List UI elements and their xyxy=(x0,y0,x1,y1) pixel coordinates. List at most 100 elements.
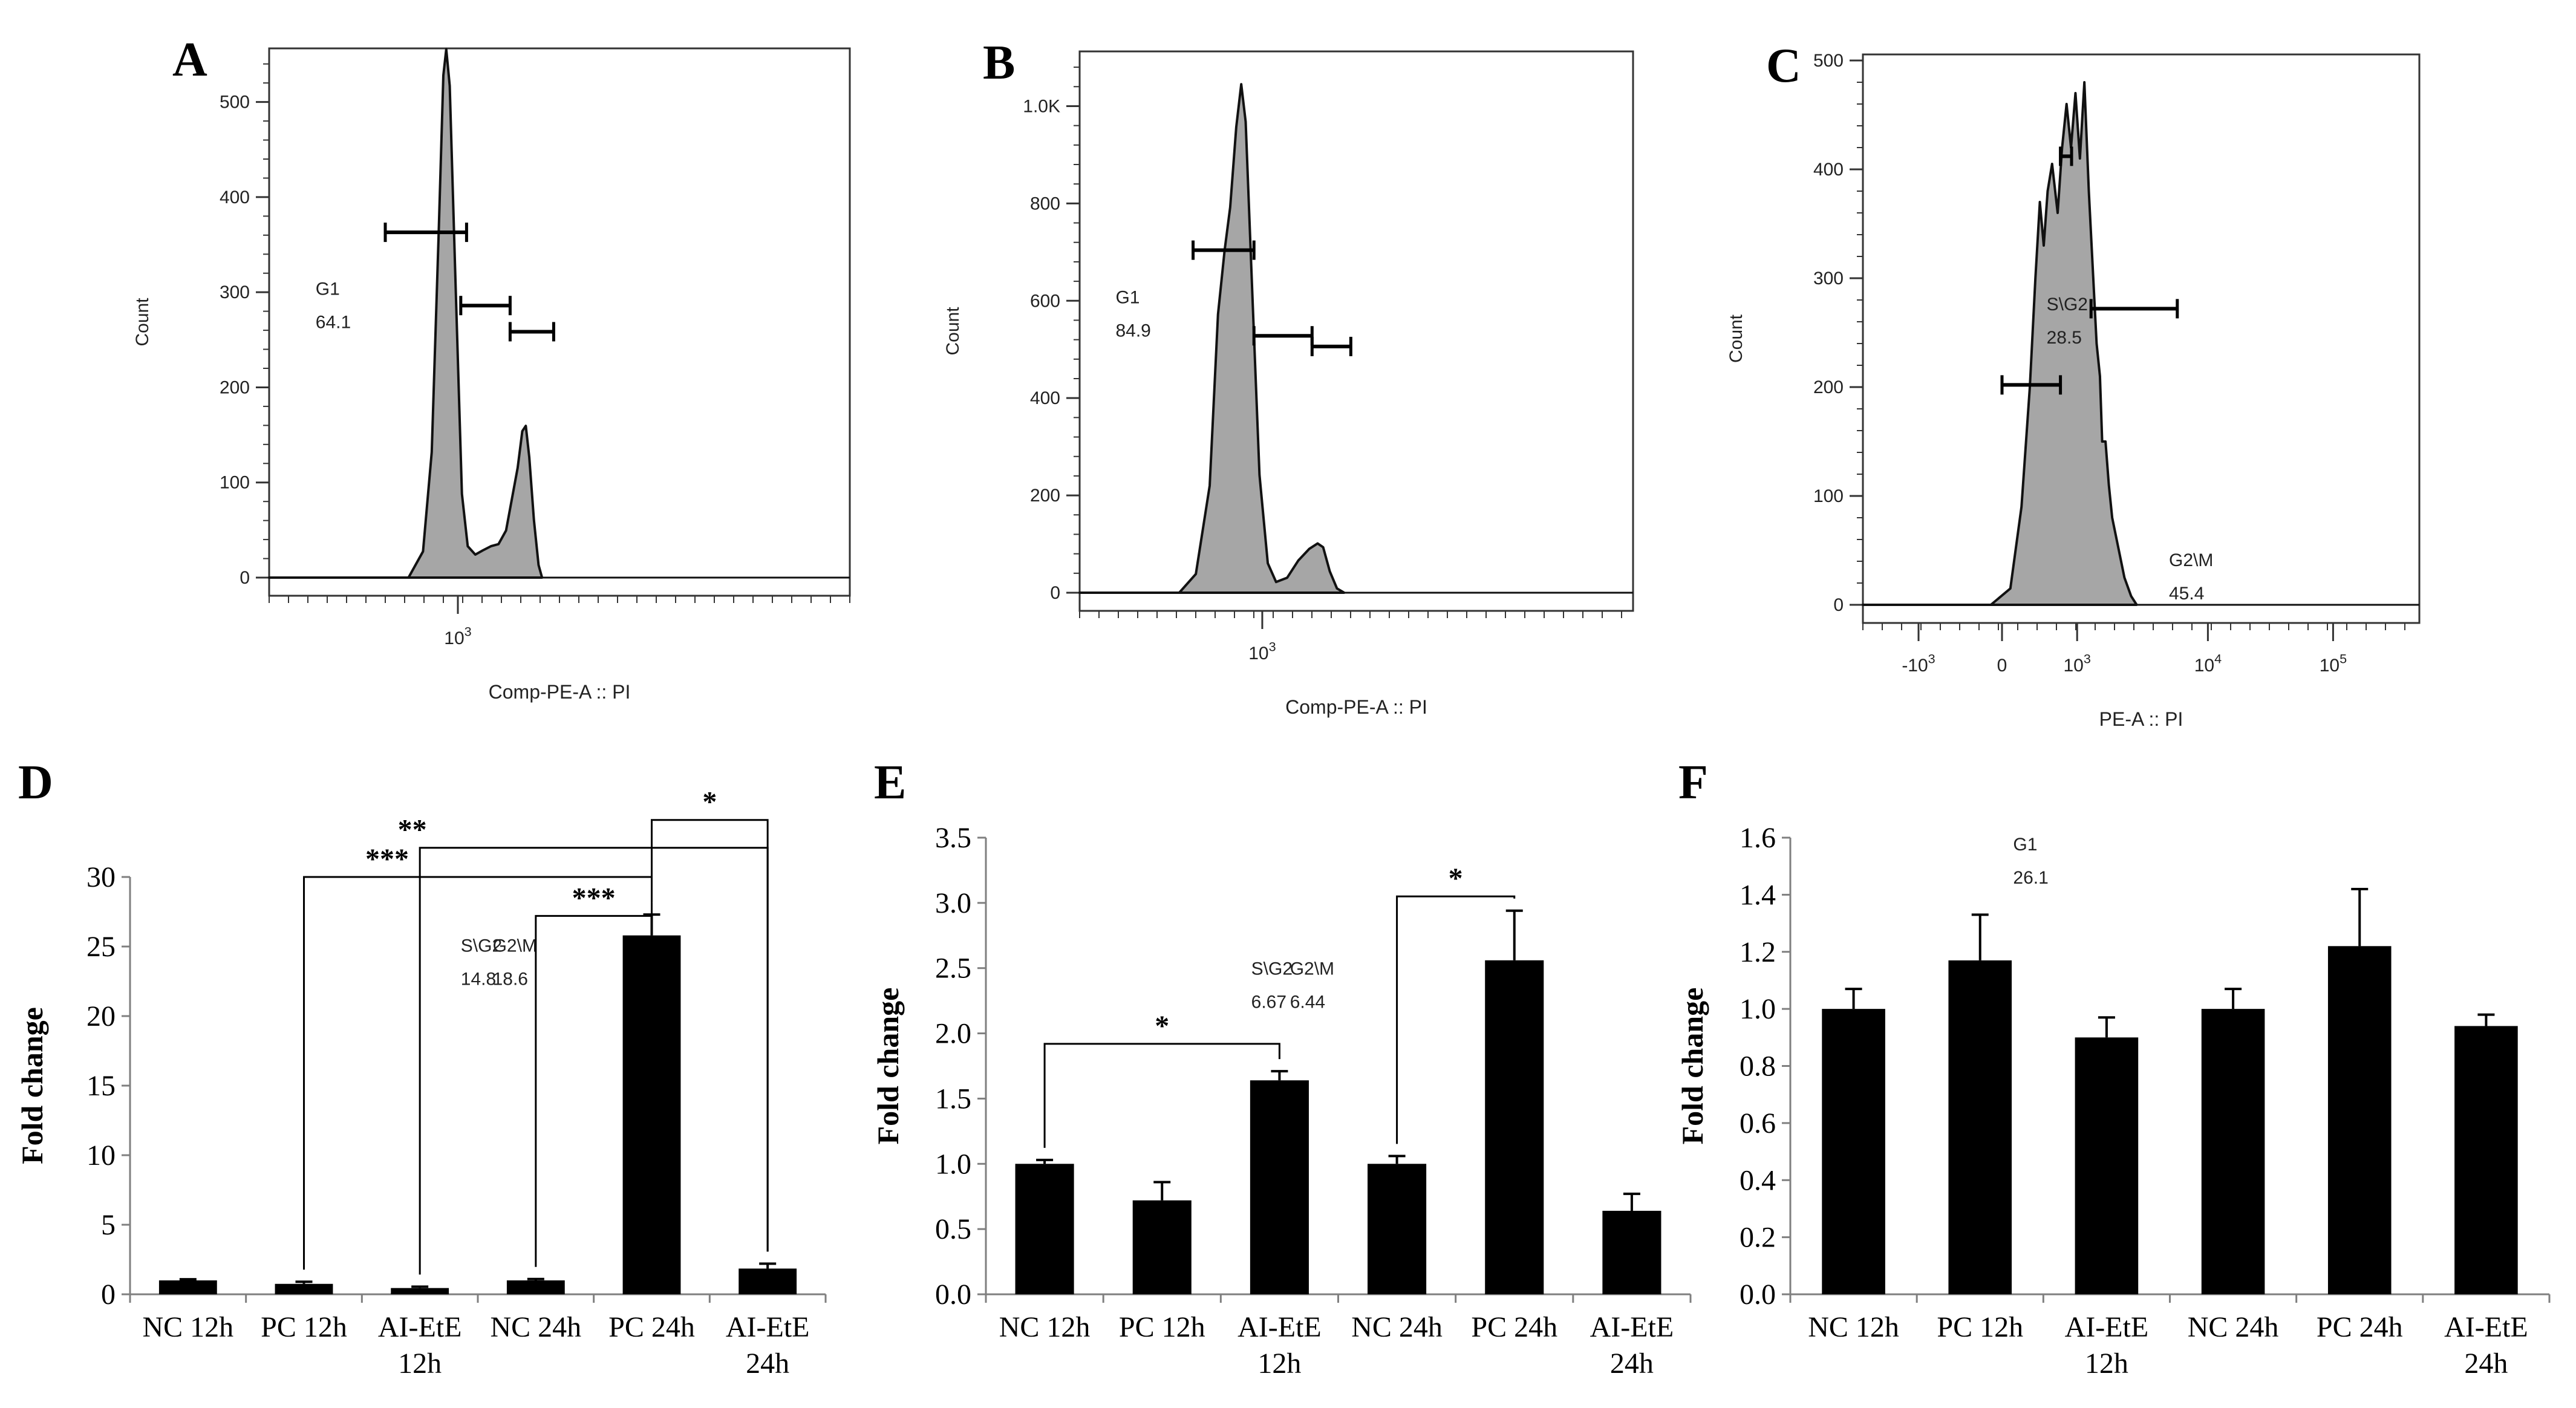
significance-label: * xyxy=(1155,1010,1169,1042)
y-tick-label: 0.0 xyxy=(1740,1279,1776,1311)
histogram-area xyxy=(1078,83,1346,594)
x-tick-label: 103 xyxy=(444,624,471,649)
gate-name: G2\M xyxy=(493,936,537,956)
y-tick-label: 25 xyxy=(86,931,116,963)
x-tick-label-base: 10 xyxy=(2064,656,2084,676)
gate-value: 45.4 xyxy=(2169,584,2204,604)
panel-letter: A xyxy=(172,33,207,86)
y-tick-label: 2.5 xyxy=(935,953,971,985)
category-label-line2: 24h xyxy=(2464,1348,2508,1380)
panel-letter: C xyxy=(1766,39,1801,93)
category-label: PC 12h xyxy=(1937,1311,2023,1343)
y-tick-label: 200 xyxy=(1813,377,1844,397)
y-tick-label: 0 xyxy=(240,568,250,588)
y-tick-label: 1.6 xyxy=(1740,822,1776,854)
y-tick-label: 0.5 xyxy=(935,1213,971,1245)
bar xyxy=(1602,1210,1661,1294)
category-label: PC 24h xyxy=(1471,1311,1557,1343)
category-label: NC 24h xyxy=(490,1311,581,1343)
y-tick-label: 0.8 xyxy=(1740,1051,1776,1083)
significance-bracket xyxy=(1396,895,1516,1144)
gate-value: 84.9 xyxy=(1115,321,1150,341)
bar xyxy=(1015,1164,1074,1294)
gate-name: G2\M xyxy=(2169,550,2213,570)
histogram-area xyxy=(268,48,544,579)
gate-name: G1 xyxy=(2013,835,2037,855)
x-tick-label: 103 xyxy=(1248,639,1276,664)
gate-value: 6.44 xyxy=(1290,992,1325,1012)
y-axis-label: Count xyxy=(1726,314,1746,363)
category-label-line2: 24h xyxy=(1610,1348,1654,1380)
bar xyxy=(2454,1026,2518,1294)
category-label: PC 24h xyxy=(2317,1311,2403,1343)
significance-bracket xyxy=(535,902,653,1267)
bar xyxy=(506,1280,565,1294)
category-label-line2: 12h xyxy=(1257,1348,1301,1380)
bar-chart-d: D 0 5 10 15 20 25 30 Fold change NC 12h PC 12h AI-E… xyxy=(15,756,827,1380)
y-tick-label: 1.0 xyxy=(1740,993,1776,1025)
y-axis-label: Fold change xyxy=(1675,988,1709,1145)
gate-value: 64.1 xyxy=(316,312,351,332)
y-tick-label: 5 xyxy=(101,1209,116,1241)
gate-value: 18.6 xyxy=(493,969,528,989)
bar xyxy=(158,1280,217,1294)
x-axis-label: PE-A :: PI xyxy=(2099,708,2183,730)
gate-name: G1 xyxy=(1115,287,1140,307)
x-tick-label-exponent: 3 xyxy=(2084,651,2091,667)
gate-name: G2\M xyxy=(1290,959,1334,979)
y-tick-label: 400 xyxy=(220,187,250,207)
y-axis-label: Count xyxy=(943,307,963,356)
x-tick-label: 105 xyxy=(2320,651,2347,676)
y-tick-label: 0 xyxy=(101,1279,116,1311)
significance-bracket xyxy=(1043,1043,1280,1148)
category-label-line2: 12h xyxy=(2085,1348,2128,1380)
category-label: AI-EtE xyxy=(1237,1311,1322,1343)
x-tick-label-exponent: 4 xyxy=(2214,651,2222,667)
plot-frame xyxy=(268,47,851,597)
category-label: PC 24h xyxy=(608,1311,695,1343)
category-label: NC 24h xyxy=(1351,1311,1443,1343)
gate-value: 26.1 xyxy=(2013,868,2048,888)
bar xyxy=(1368,1164,1427,1294)
x-tick-label: 0 xyxy=(1997,656,2007,676)
gate-name: G1 xyxy=(316,279,340,299)
x-axis-label: Comp-PE-A :: PI xyxy=(489,681,631,703)
y-tick-label: 1.0K xyxy=(1023,96,1060,116)
y-axis-label: Fold change xyxy=(15,1007,49,1164)
y-tick-label: 1.5 xyxy=(935,1083,971,1115)
significance-bracket xyxy=(651,819,769,1252)
category-label: NC 12h xyxy=(999,1311,1091,1343)
bar xyxy=(391,1288,449,1294)
y-tick-label: 0.6 xyxy=(1740,1107,1776,1139)
y-tick-label: 500 xyxy=(1813,51,1844,71)
x-tick-label: 104 xyxy=(2194,651,2222,676)
bar xyxy=(1948,960,2012,1294)
bar xyxy=(2201,1009,2265,1294)
y-tick-label: 0 xyxy=(1833,595,1844,615)
x-tick-label-base: 0 xyxy=(1997,656,2007,676)
y-tick-label: 1.0 xyxy=(935,1148,971,1180)
y-axis-label: Fold change xyxy=(871,988,905,1145)
y-tick-label: 600 xyxy=(1030,291,1060,311)
y-tick-label: 30 xyxy=(86,861,116,893)
bar xyxy=(2327,946,2392,1294)
y-tick-label: 1.4 xyxy=(1740,879,1776,911)
x-tick-label-base: -10 xyxy=(1902,656,1928,676)
y-tick-label: 15 xyxy=(86,1070,116,1102)
gate-name: S\G2 xyxy=(1251,959,1293,979)
bar xyxy=(275,1283,333,1294)
x-tick-label-exponent: 3 xyxy=(1269,639,1276,654)
significance-label: *** xyxy=(365,843,409,875)
y-tick-label: 0.0 xyxy=(935,1279,971,1311)
x-tick-label-base: 10 xyxy=(1248,644,1268,663)
gate-name: S\G2 xyxy=(2047,295,2088,315)
x-tick-label-exponent: 3 xyxy=(1928,651,1935,667)
bar xyxy=(2075,1037,2139,1294)
category-label: AI-EtE xyxy=(726,1311,810,1343)
panel-letter: E xyxy=(874,756,906,809)
panel-letter: F xyxy=(1678,756,1708,809)
bar xyxy=(1250,1080,1309,1294)
y-tick-label: 100 xyxy=(220,473,250,493)
gate-value: 14.8 xyxy=(461,969,496,989)
x-tick-label-exponent: 3 xyxy=(465,624,472,639)
